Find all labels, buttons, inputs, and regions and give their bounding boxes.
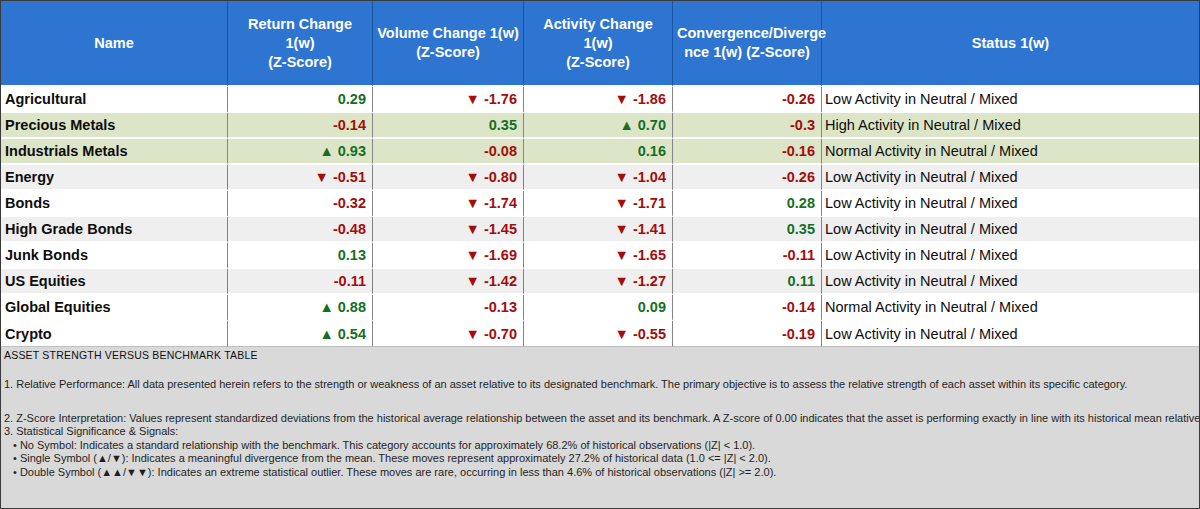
- table-row[interactable]: Crypto▲ 0.54▼ -0.70▼ -0.55-0.19Low Activ…: [1, 321, 1199, 347]
- column-header-label: (Z-Score): [232, 53, 368, 72]
- footer-notes: ASSET STRENGTH VERSUS BENCHMARK TABLE 1.…: [1, 347, 1199, 508]
- cell-status: High Activity in Neutral / Mixed: [822, 113, 1199, 139]
- cell-return-zscore: ▲ 0.88: [228, 295, 373, 321]
- cell-volume-zscore: ▼ -1.74: [373, 191, 524, 217]
- cell-activity-zscore: ▼ -1.71: [524, 191, 673, 217]
- cell-convergence-zscore: -0.16: [673, 139, 822, 165]
- cell-asset-name: Bonds: [1, 191, 228, 217]
- cell-asset-name: Agricultural: [1, 87, 228, 113]
- cell-status: Low Activity in Neutral / Mixed: [822, 321, 1199, 347]
- cell-activity-zscore: 0.16: [524, 139, 673, 165]
- column-header-convergence[interactable]: Convergence/Divergence 1(w) (Z-Score): [673, 1, 822, 87]
- cell-return-zscore: ▲ 0.54: [228, 321, 373, 347]
- column-header-return[interactable]: Return Change 1(w)(Z-Score): [228, 1, 373, 87]
- cell-convergence-zscore: 0.11: [673, 269, 822, 295]
- cell-status: Low Activity in Neutral / Mixed: [822, 87, 1199, 113]
- table-row[interactable]: Bonds-0.32▼ -1.74▼ -1.710.28Low Activity…: [1, 191, 1199, 217]
- table-caption: ASSET STRENGTH VERSUS BENCHMARK TABLE: [4, 349, 1199, 361]
- column-header-activity[interactable]: Activity Change 1(w)(Z-Score): [524, 1, 673, 87]
- header-row: NameReturn Change 1(w)(Z-Score)Volume Ch…: [1, 1, 1199, 87]
- cell-status: Low Activity in Neutral / Mixed: [822, 243, 1199, 269]
- cell-status: Low Activity in Neutral / Mixed: [822, 269, 1199, 295]
- footnotes: 1. Relative Performance: All data presen…: [4, 378, 1199, 479]
- cell-status: Low Activity in Neutral / Mixed: [822, 191, 1199, 217]
- cell-asset-name: Precious Metals: [1, 113, 228, 139]
- cell-return-zscore: ▲ 0.93: [228, 139, 373, 165]
- cell-asset-name: Industrials Metals: [1, 139, 228, 165]
- cell-volume-zscore: -0.08: [373, 139, 524, 165]
- cell-activity-zscore: ▼ -1.86: [524, 87, 673, 113]
- cell-convergence-zscore: -0.11: [673, 243, 822, 269]
- cell-asset-name: High Grade Bonds: [1, 217, 228, 243]
- table-row[interactable]: US Equities-0.11▼ -1.42▼ -1.270.11Low Ac…: [1, 269, 1199, 295]
- cell-status: Low Activity in Neutral / Mixed: [822, 165, 1199, 191]
- table-row[interactable]: Industrials Metals▲ 0.93-0.080.16-0.16No…: [1, 139, 1199, 165]
- footnote-bullet: • Double Symbol (▲▲/▼▼): Indicates an ex…: [4, 466, 1199, 480]
- cell-return-zscore: ▼ -0.51: [228, 165, 373, 191]
- cell-return-zscore: -0.14: [228, 113, 373, 139]
- cell-volume-zscore: ▼ -1.69: [373, 243, 524, 269]
- footnote: 3. Statistical Significance & Signals:: [4, 425, 1199, 439]
- cell-status: Normal Activity in Neutral / Mixed: [822, 139, 1199, 165]
- column-header-label: Return Change 1(w): [232, 15, 368, 53]
- column-header-volume[interactable]: Volume Change 1(w)(Z-Score): [373, 1, 524, 87]
- column-header-status[interactable]: Status 1(w): [822, 1, 1199, 87]
- cell-volume-zscore: ▼ -1.42: [373, 269, 524, 295]
- column-header-label: Convergence/Diverge: [677, 24, 817, 43]
- cell-convergence-zscore: 0.35: [673, 217, 822, 243]
- column-header-label: Activity Change 1(w): [528, 15, 668, 53]
- cell-convergence-zscore: 0.28: [673, 191, 822, 217]
- cell-convergence-zscore: -0.3: [673, 113, 822, 139]
- column-header-label: (Z-Score): [528, 53, 668, 72]
- cell-volume-zscore: ▼ -1.76: [373, 87, 524, 113]
- footnote-bullet: • Single Symbol (▲/▼): Indicates a meani…: [4, 452, 1199, 466]
- cell-activity-zscore: ▼ -1.65: [524, 243, 673, 269]
- column-header-label: Name: [5, 34, 223, 53]
- column-header-label: Status 1(w): [826, 34, 1195, 53]
- cell-status: Normal Activity in Neutral / Mixed: [822, 295, 1199, 321]
- cell-asset-name: Energy: [1, 165, 228, 191]
- column-header-label: nce 1(w) (Z-Score): [677, 43, 817, 62]
- table-row[interactable]: Precious Metals-0.140.35▲ 0.70-0.3High A…: [1, 113, 1199, 139]
- cell-return-zscore: 0.13: [228, 243, 373, 269]
- table-row[interactable]: Agricultural0.29▼ -1.76▼ -1.86-0.26Low A…: [1, 87, 1199, 113]
- cell-return-zscore: -0.32: [228, 191, 373, 217]
- table-row[interactable]: High Grade Bonds-0.48▼ -1.45▼ -1.410.35L…: [1, 217, 1199, 243]
- asset-strength-table: NameReturn Change 1(w)(Z-Score)Volume Ch…: [1, 1, 1199, 347]
- footnote: 1. Relative Performance: All data presen…: [4, 378, 1199, 392]
- cell-convergence-zscore: -0.26: [673, 165, 822, 191]
- cell-return-zscore: 0.29: [228, 87, 373, 113]
- cell-volume-zscore: ▼ -0.70: [373, 321, 524, 347]
- cell-asset-name: US Equities: [1, 269, 228, 295]
- cell-volume-zscore: ▼ -1.45: [373, 217, 524, 243]
- cell-asset-name: Global Equities: [1, 295, 228, 321]
- footnote-bullet: • No Symbol: Indicates a standard relati…: [4, 439, 1199, 453]
- footnote: 2. Z-Score Interpretation: Values repres…: [4, 412, 1199, 426]
- cell-volume-zscore: ▼ -0.80: [373, 165, 524, 191]
- cell-activity-zscore: ▼ -1.04: [524, 165, 673, 191]
- cell-asset-name: Junk Bonds: [1, 243, 228, 269]
- table-row[interactable]: Energy▼ -0.51▼ -0.80▼ -1.04-0.26Low Acti…: [1, 165, 1199, 191]
- cell-return-zscore: -0.11: [228, 269, 373, 295]
- cell-status: Low Activity in Neutral / Mixed: [822, 217, 1199, 243]
- cell-activity-zscore: ▼ -1.27: [524, 269, 673, 295]
- cell-convergence-zscore: -0.19: [673, 321, 822, 347]
- cell-activity-zscore: 0.09: [524, 295, 673, 321]
- cell-convergence-zscore: -0.14: [673, 295, 822, 321]
- cell-volume-zscore: -0.13: [373, 295, 524, 321]
- table-row[interactable]: Global Equities▲ 0.88-0.130.09-0.14Norma…: [1, 295, 1199, 321]
- cell-activity-zscore: ▼ -0.55: [524, 321, 673, 347]
- cell-convergence-zscore: -0.26: [673, 87, 822, 113]
- cell-return-zscore: -0.48: [228, 217, 373, 243]
- table-row[interactable]: Junk Bonds0.13▼ -1.69▼ -1.65-0.11Low Act…: [1, 243, 1199, 269]
- asset-strength-app: NameReturn Change 1(w)(Z-Score)Volume Ch…: [0, 0, 1200, 509]
- cell-asset-name: Crypto: [1, 321, 228, 347]
- column-header-label: Volume Change 1(w): [377, 24, 519, 43]
- column-header-name[interactable]: Name: [1, 1, 228, 87]
- column-header-label: (Z-Score): [377, 43, 519, 62]
- cell-activity-zscore: ▲ 0.70: [524, 113, 673, 139]
- cell-volume-zscore: 0.35: [373, 113, 524, 139]
- cell-activity-zscore: ▼ -1.41: [524, 217, 673, 243]
